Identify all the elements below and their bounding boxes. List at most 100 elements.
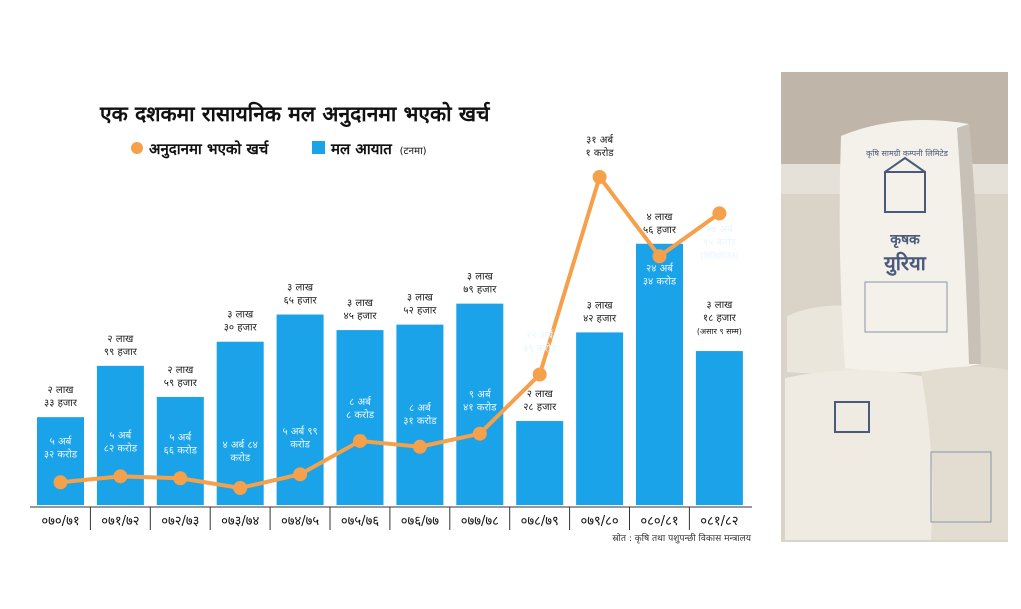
bar-label-5-line-0: ३ लाख [347, 298, 374, 309]
bar-label-7-line-0: ३ लाख [467, 272, 494, 283]
subsidy-label-8-line-1: ३९ करोड [523, 343, 557, 355]
sack-krishak-text: कृषक [889, 232, 921, 249]
sack-logo-roof [884, 156, 926, 173]
subsidy-point-10 [652, 249, 667, 264]
lower-sack-logo [834, 401, 870, 433]
subsidy-label-4-line-1: करोड [290, 438, 310, 450]
bar-label-3-line-0: ३ लाख [227, 310, 254, 321]
bar-label-10-line-1: ५६ हजार [643, 225, 677, 236]
subsidy-point-7 [472, 426, 487, 441]
bar-label-8-line-1: २८ हजार [523, 402, 557, 413]
subsidy-point-0 [53, 475, 68, 490]
subsidy-label-11-line-0: २७ अर्ब [706, 223, 734, 235]
sack-print-block [864, 281, 948, 333]
subsidy-label-3-line-1: करोड [230, 452, 250, 464]
legend: अनुदानमा भएको खर्च मल आयात (टनमा) [131, 140, 427, 159]
x-tick-1: ०७१/७२ [101, 514, 139, 529]
x-tick-0: ०७०/७१ [41, 514, 79, 529]
subsidy-label-0-line-1: ३२ करोड [44, 448, 78, 460]
subsidy-label-9-line-0: ३१ अर्ब [586, 134, 614, 146]
bar-label-8-line-0: २ लाख [527, 389, 554, 400]
legend-bar-name: मल आयात [330, 140, 393, 158]
bar-label-1-line-1: ९९ हजार [104, 347, 138, 358]
bar-label-11-line-1: १८ हजार [703, 313, 737, 324]
lower-sack-print [930, 451, 992, 523]
subsidy-point-6 [412, 439, 427, 454]
subsidy-label-5-line-1: ८ करोड [346, 409, 375, 421]
subsidy-label-1-line-0: ५ अर्ब [110, 429, 133, 441]
bar-label-9-line-1: ४२ हजार [583, 313, 617, 324]
bar-label-6-line-1: ५२ हजार [403, 306, 437, 317]
subsidy-label-11-line-2: (विनियोजित) [700, 250, 739, 260]
subsidy-label-3-line-0: ४ अर्ब ८४ [223, 439, 258, 451]
bar-2 [156, 396, 204, 505]
sack-main [839, 120, 981, 373]
bar-label-9-line-0: ३ लाख [587, 300, 614, 311]
subsidy-label-7-line-0: ९ अर्ब [469, 389, 492, 401]
bar-label-6-line-0: ३ लाख [407, 293, 434, 304]
bar-5 [336, 330, 384, 505]
subsidy-label-6-line-1: ३१ करोड [403, 415, 437, 427]
x-tick-2: ०७२/७३ [161, 514, 199, 529]
sack-lower-left [785, 370, 934, 540]
legend-bar-label: मल आयात (टनमा) [330, 140, 427, 158]
legend-line-marker [131, 142, 143, 154]
bar-9 [576, 332, 624, 505]
bar-10 [636, 243, 683, 505]
sack-logo [884, 171, 926, 213]
subsidy-label-6-line-0: ८ अर्ब [409, 402, 432, 414]
subsidy-label-10-line-1: ३४ करोड [643, 275, 677, 287]
bars-layer: २ लाख ३३ हजार २ लाख ९९ हजार २ लाख ५९ हजार ३ ला… [37, 212, 743, 505]
subsidy-point-11 [712, 206, 727, 221]
subsidy-chart: एक दशकमा रासायनिक मल अनुदानमा भएको खर्च … [30, 101, 752, 544]
fertilizer-sack-photo: कृषि सामग्री कम्पनी लिमिटेड कृषक युरिया [781, 72, 1008, 542]
x-tick-5: ०७५/७६ [341, 514, 379, 529]
x-tick-7: ०७७/७८ [461, 514, 499, 529]
x-tick-4: ०७४/७५ [281, 514, 319, 529]
subsidy-point-1 [113, 469, 128, 484]
x-tick-6: ०७६/७७ [401, 514, 439, 529]
line-layer: ५ अर्ब३२ करोड५ अर्ब८२ करोड५ अर्ब६६ करोड ४… [44, 134, 739, 495]
subsidy-label-9-line-1: १ करोड [586, 147, 615, 159]
bar-label-1-line-0: २ लाख [107, 334, 134, 345]
subsidy-point-9 [592, 170, 607, 184]
x-tick-11: ०८१/८२ [700, 514, 738, 529]
bar-3 [216, 341, 264, 505]
subsidy-label-0-line-0: ५ अर्ब [50, 435, 73, 447]
x-axis: ०७०/७१ ०७१/७२ ०७२/७३ ०७३/७४ ०७४/७५ ०७५/७६ ०७६/… [30, 506, 752, 530]
subsidy-label-1-line-1: ८२ करोड [104, 442, 138, 454]
bar-label-5-line-1: ४५ हजार [344, 311, 378, 322]
bar-label-7-line-1: ७९ हजार [463, 285, 497, 296]
subsidy-label-4-line-0: ५ अर्ब ९९ [282, 425, 317, 437]
sack-lower-right [921, 366, 1008, 540]
bar-label-2-line-1: ५९ हजार [164, 378, 198, 389]
legend-line-label: अनुदानमा भएको खर्च [149, 140, 270, 159]
subsidy-point-8 [532, 367, 547, 382]
x-tick-9: ०७९/८० [581, 514, 619, 529]
subsidy-label-10-line-0: २४ अर्ब [646, 262, 674, 274]
bar-label-0-line-0: २ लाख [48, 385, 75, 396]
bar-label-10-line-0: ४ लाख [647, 212, 674, 223]
subsidy-point-3 [233, 481, 248, 495]
chart-title: एक दशकमा रासायनिक मल अनुदानमा भएको खर्च [99, 101, 491, 128]
source-note: स्रोत : कृषि तथा पशुपन्छी विकास मन्त्राल… [612, 532, 751, 544]
bar-label-11-line-2: (असार ९ सम्म) [697, 327, 742, 336]
bar-label-3-line-1: ३० हजार [224, 323, 258, 334]
subsidy-label-7-line-1: ४१ करोड [463, 402, 497, 414]
legend-bar-unit: (टनमा) [400, 146, 427, 157]
bar-8 [516, 421, 564, 505]
bar-6 [396, 324, 444, 505]
bar-label-4-line-1: ६५ हजार [284, 296, 318, 307]
subsidy-point-4 [293, 467, 308, 482]
bar-label-11-line-0: ३ लाख [706, 300, 733, 311]
subsidy-label-8-line-0: १४ अर्ब [526, 330, 554, 342]
subsidy-label-2-line-1: ६६ करोड [164, 444, 198, 456]
sack-urea-text: युरिया [883, 251, 927, 276]
bar-label-2-line-0: २ लाख [167, 365, 194, 376]
sack-company-text: कृषि सामग्री कम्पनी लिमिटेड [866, 148, 948, 159]
bar-7 [456, 303, 504, 505]
subsidy-point-2 [173, 471, 188, 486]
x-tick-8: ०७८/७९ [521, 514, 559, 529]
subsidy-label-11-line-1: ९५ करोड [703, 236, 737, 248]
x-tick-10: ०८०/८१ [640, 514, 678, 529]
